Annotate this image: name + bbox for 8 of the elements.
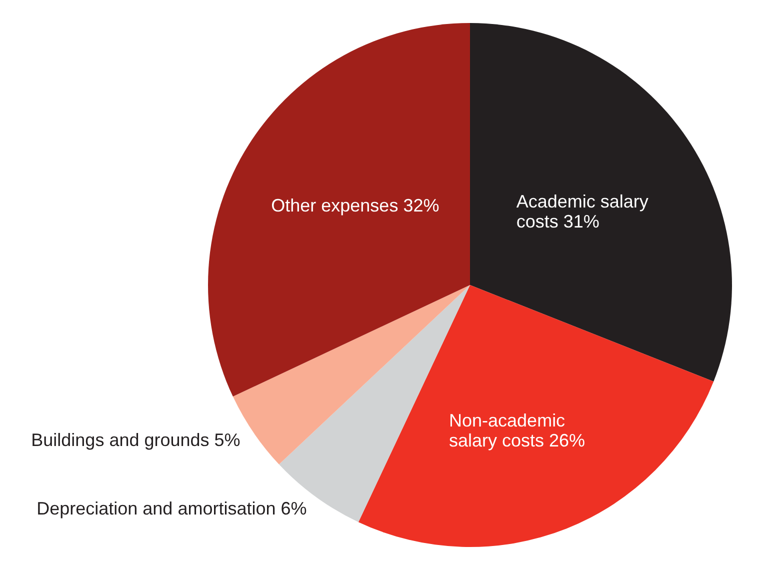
slice-label: Other expenses 32%	[271, 195, 440, 216]
pie-slice	[470, 23, 732, 382]
pie-slice	[358, 285, 714, 546]
slice-label: Academic salary costs 31%	[516, 192, 648, 232]
slice-label: Non-academic salary costs 26%	[449, 410, 586, 450]
slice-label: Depreciation and amortisation 6%	[36, 498, 307, 519]
slice-label: Buildings and grounds 5%	[31, 430, 240, 450]
pie-slice	[208, 23, 470, 397]
